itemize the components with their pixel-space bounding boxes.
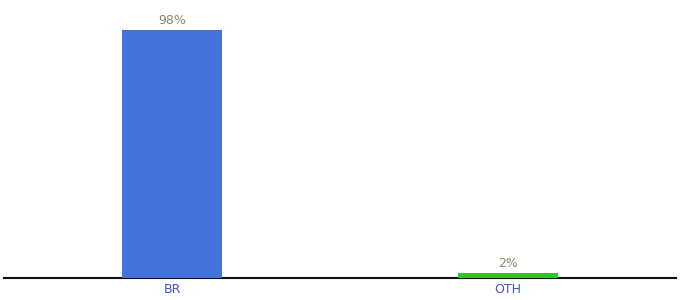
Text: 2%: 2%	[498, 257, 518, 270]
Text: 98%: 98%	[158, 14, 186, 27]
Bar	[122, 29, 222, 278]
Bar	[458, 273, 558, 278]
